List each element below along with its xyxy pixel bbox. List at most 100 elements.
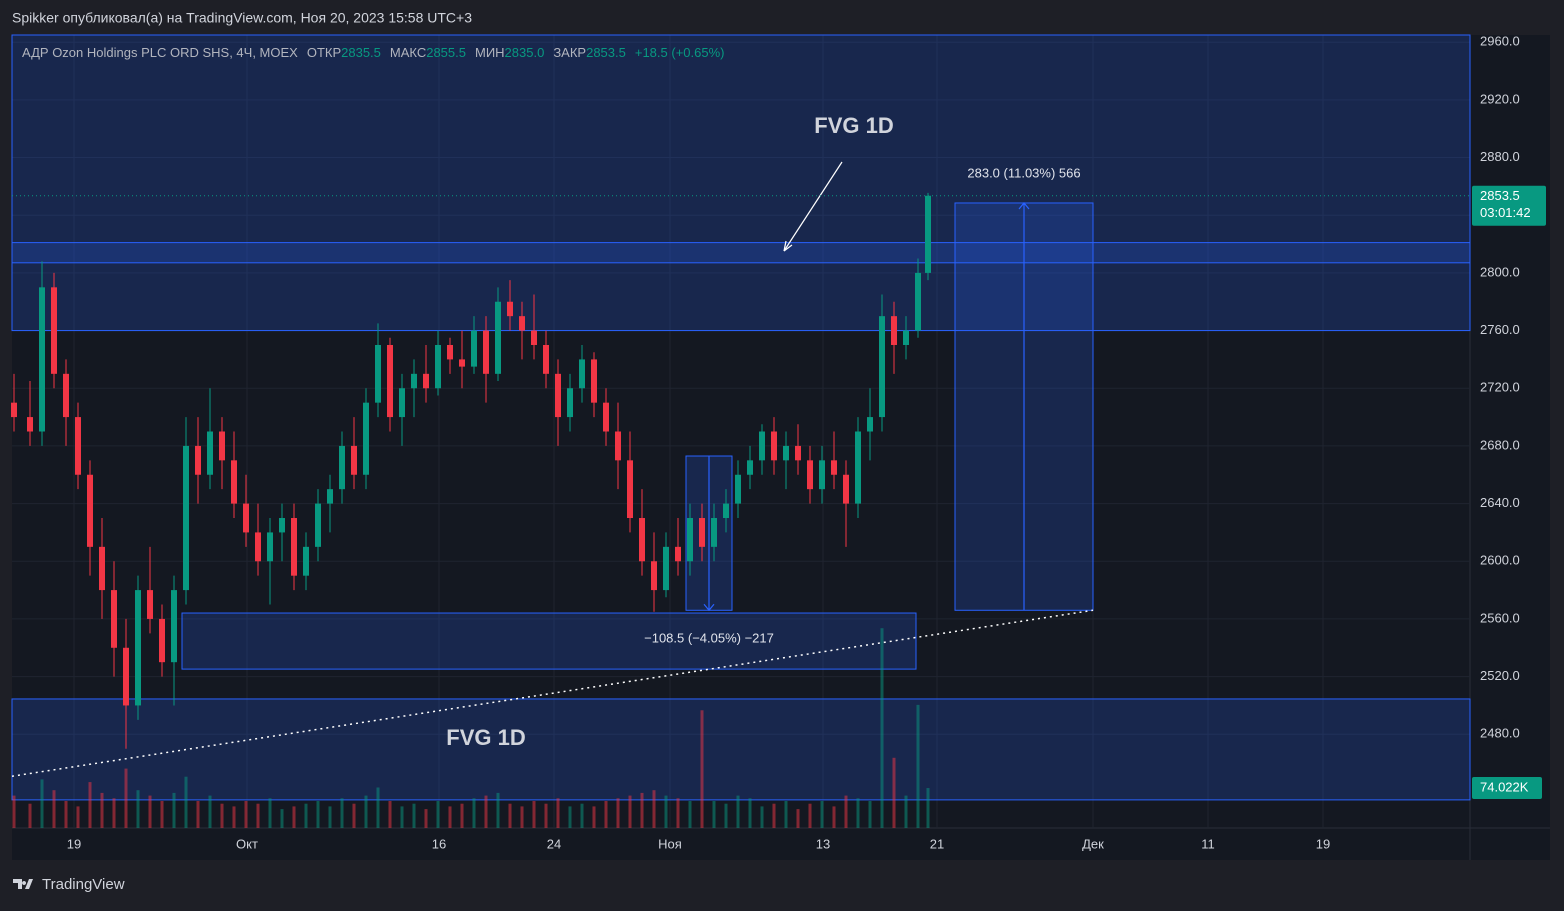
volume-bar — [364, 795, 368, 828]
candle-body — [615, 431, 621, 461]
volume-bar — [352, 803, 356, 828]
change: +18.5 (+0.65%) — [635, 45, 725, 60]
candle-body — [111, 590, 117, 648]
candle-body — [699, 518, 705, 547]
legend: АДР Ozon Holdings PLC ORD SHS, 4Ч, MOEX О… — [22, 45, 724, 60]
zone — [11, 242, 1471, 264]
axes: 2960.02920.02880.02840.02800.02760.02720… — [12, 34, 1546, 851]
candle-body — [195, 445, 201, 475]
candle-body — [579, 359, 585, 389]
measure-arrow — [703, 456, 715, 612]
volume-bar — [388, 801, 392, 828]
y-tick-label: 2640.0 — [1480, 495, 1520, 510]
candle-body — [11, 402, 17, 418]
volume-bar — [880, 628, 884, 828]
candle-body — [255, 532, 261, 562]
volume-bar — [244, 801, 248, 828]
candle-body — [51, 287, 57, 374]
volume-bar — [820, 801, 824, 828]
candle-body — [99, 546, 105, 591]
candle-body — [411, 373, 417, 389]
candle-body — [243, 503, 249, 533]
volume-bar — [316, 801, 320, 828]
ohlc-value: 2853.5 — [586, 45, 626, 60]
candle-body — [567, 388, 573, 418]
candle-body — [903, 330, 909, 345]
volume-bar — [100, 792, 104, 828]
candle-body — [759, 431, 765, 461]
last-price-tag — [1472, 185, 1546, 226]
candle-body — [267, 532, 273, 562]
x-tick-label: 19 — [1316, 836, 1330, 851]
volume-bar — [268, 798, 272, 828]
volume-bar — [292, 806, 296, 828]
candle-body — [855, 431, 861, 504]
volume-bar — [136, 790, 140, 828]
candle-body — [543, 344, 549, 374]
candles — [11, 192, 931, 749]
measure-arrow — [1018, 202, 1030, 611]
volume-bar — [88, 782, 92, 828]
volume-bar — [544, 803, 548, 828]
candle-body — [171, 590, 177, 663]
candle-body — [711, 518, 717, 547]
y-tick-label: 2960.0 — [1480, 34, 1520, 49]
candle-body — [925, 195, 931, 273]
volume-bar — [580, 803, 584, 828]
volume-bar — [772, 803, 776, 828]
candle-body — [351, 445, 357, 475]
volume-bar — [616, 798, 620, 828]
volume-bar — [280, 809, 284, 828]
volume-bar — [556, 798, 560, 828]
trendline — [11, 609, 1094, 777]
candle-body — [363, 402, 369, 475]
volume-bar — [676, 798, 680, 828]
symbol: АДР Ozon Holdings PLC ORD SHS, 4Ч, MOEX — [22, 45, 298, 60]
candle-body — [867, 417, 873, 432]
volume — [12, 628, 930, 828]
candle-body — [183, 445, 189, 591]
candle-body — [135, 590, 141, 706]
candle-body — [375, 344, 381, 403]
x-tick-label: 21 — [930, 836, 944, 851]
volume-bar — [688, 801, 692, 828]
volume-bar — [628, 795, 632, 828]
volume-bar — [712, 801, 716, 828]
volume-bar — [868, 801, 872, 828]
candle-body — [507, 301, 513, 317]
candle-body — [723, 503, 729, 519]
candle-body — [663, 546, 669, 591]
volume-bar — [196, 801, 200, 828]
candle-body — [303, 546, 309, 576]
candle-body — [327, 489, 333, 504]
candle-body — [399, 388, 405, 418]
volume-bar — [892, 757, 896, 828]
candle-body — [639, 518, 645, 562]
candle-body — [87, 474, 93, 547]
candle-body — [819, 460, 825, 490]
candle-body — [603, 402, 609, 432]
candle-body — [735, 474, 741, 504]
candle-body — [627, 460, 633, 519]
volume-bar — [148, 795, 152, 828]
drawing-tools — [11, 161, 1094, 777]
volume-bar — [232, 806, 236, 828]
volume-bar — [592, 806, 596, 828]
volume-bar — [652, 790, 656, 828]
volume-bar — [748, 798, 752, 828]
brand-logo — [13, 879, 33, 889]
x-tick-label: Дек — [1082, 836, 1104, 851]
candle-body — [39, 287, 45, 432]
volume-bar — [412, 803, 416, 828]
volume-bar — [448, 806, 452, 828]
candle-body — [843, 474, 849, 504]
volume-bar — [724, 803, 728, 828]
candle-body — [531, 330, 537, 345]
y-tick-label: 2480.0 — [1480, 726, 1520, 741]
volume-bar — [76, 806, 80, 828]
volume-bar — [208, 795, 212, 828]
zone — [11, 698, 1471, 801]
candle-body — [783, 445, 789, 461]
zone — [181, 612, 917, 670]
x-tick-label: Ноя — [658, 836, 682, 851]
